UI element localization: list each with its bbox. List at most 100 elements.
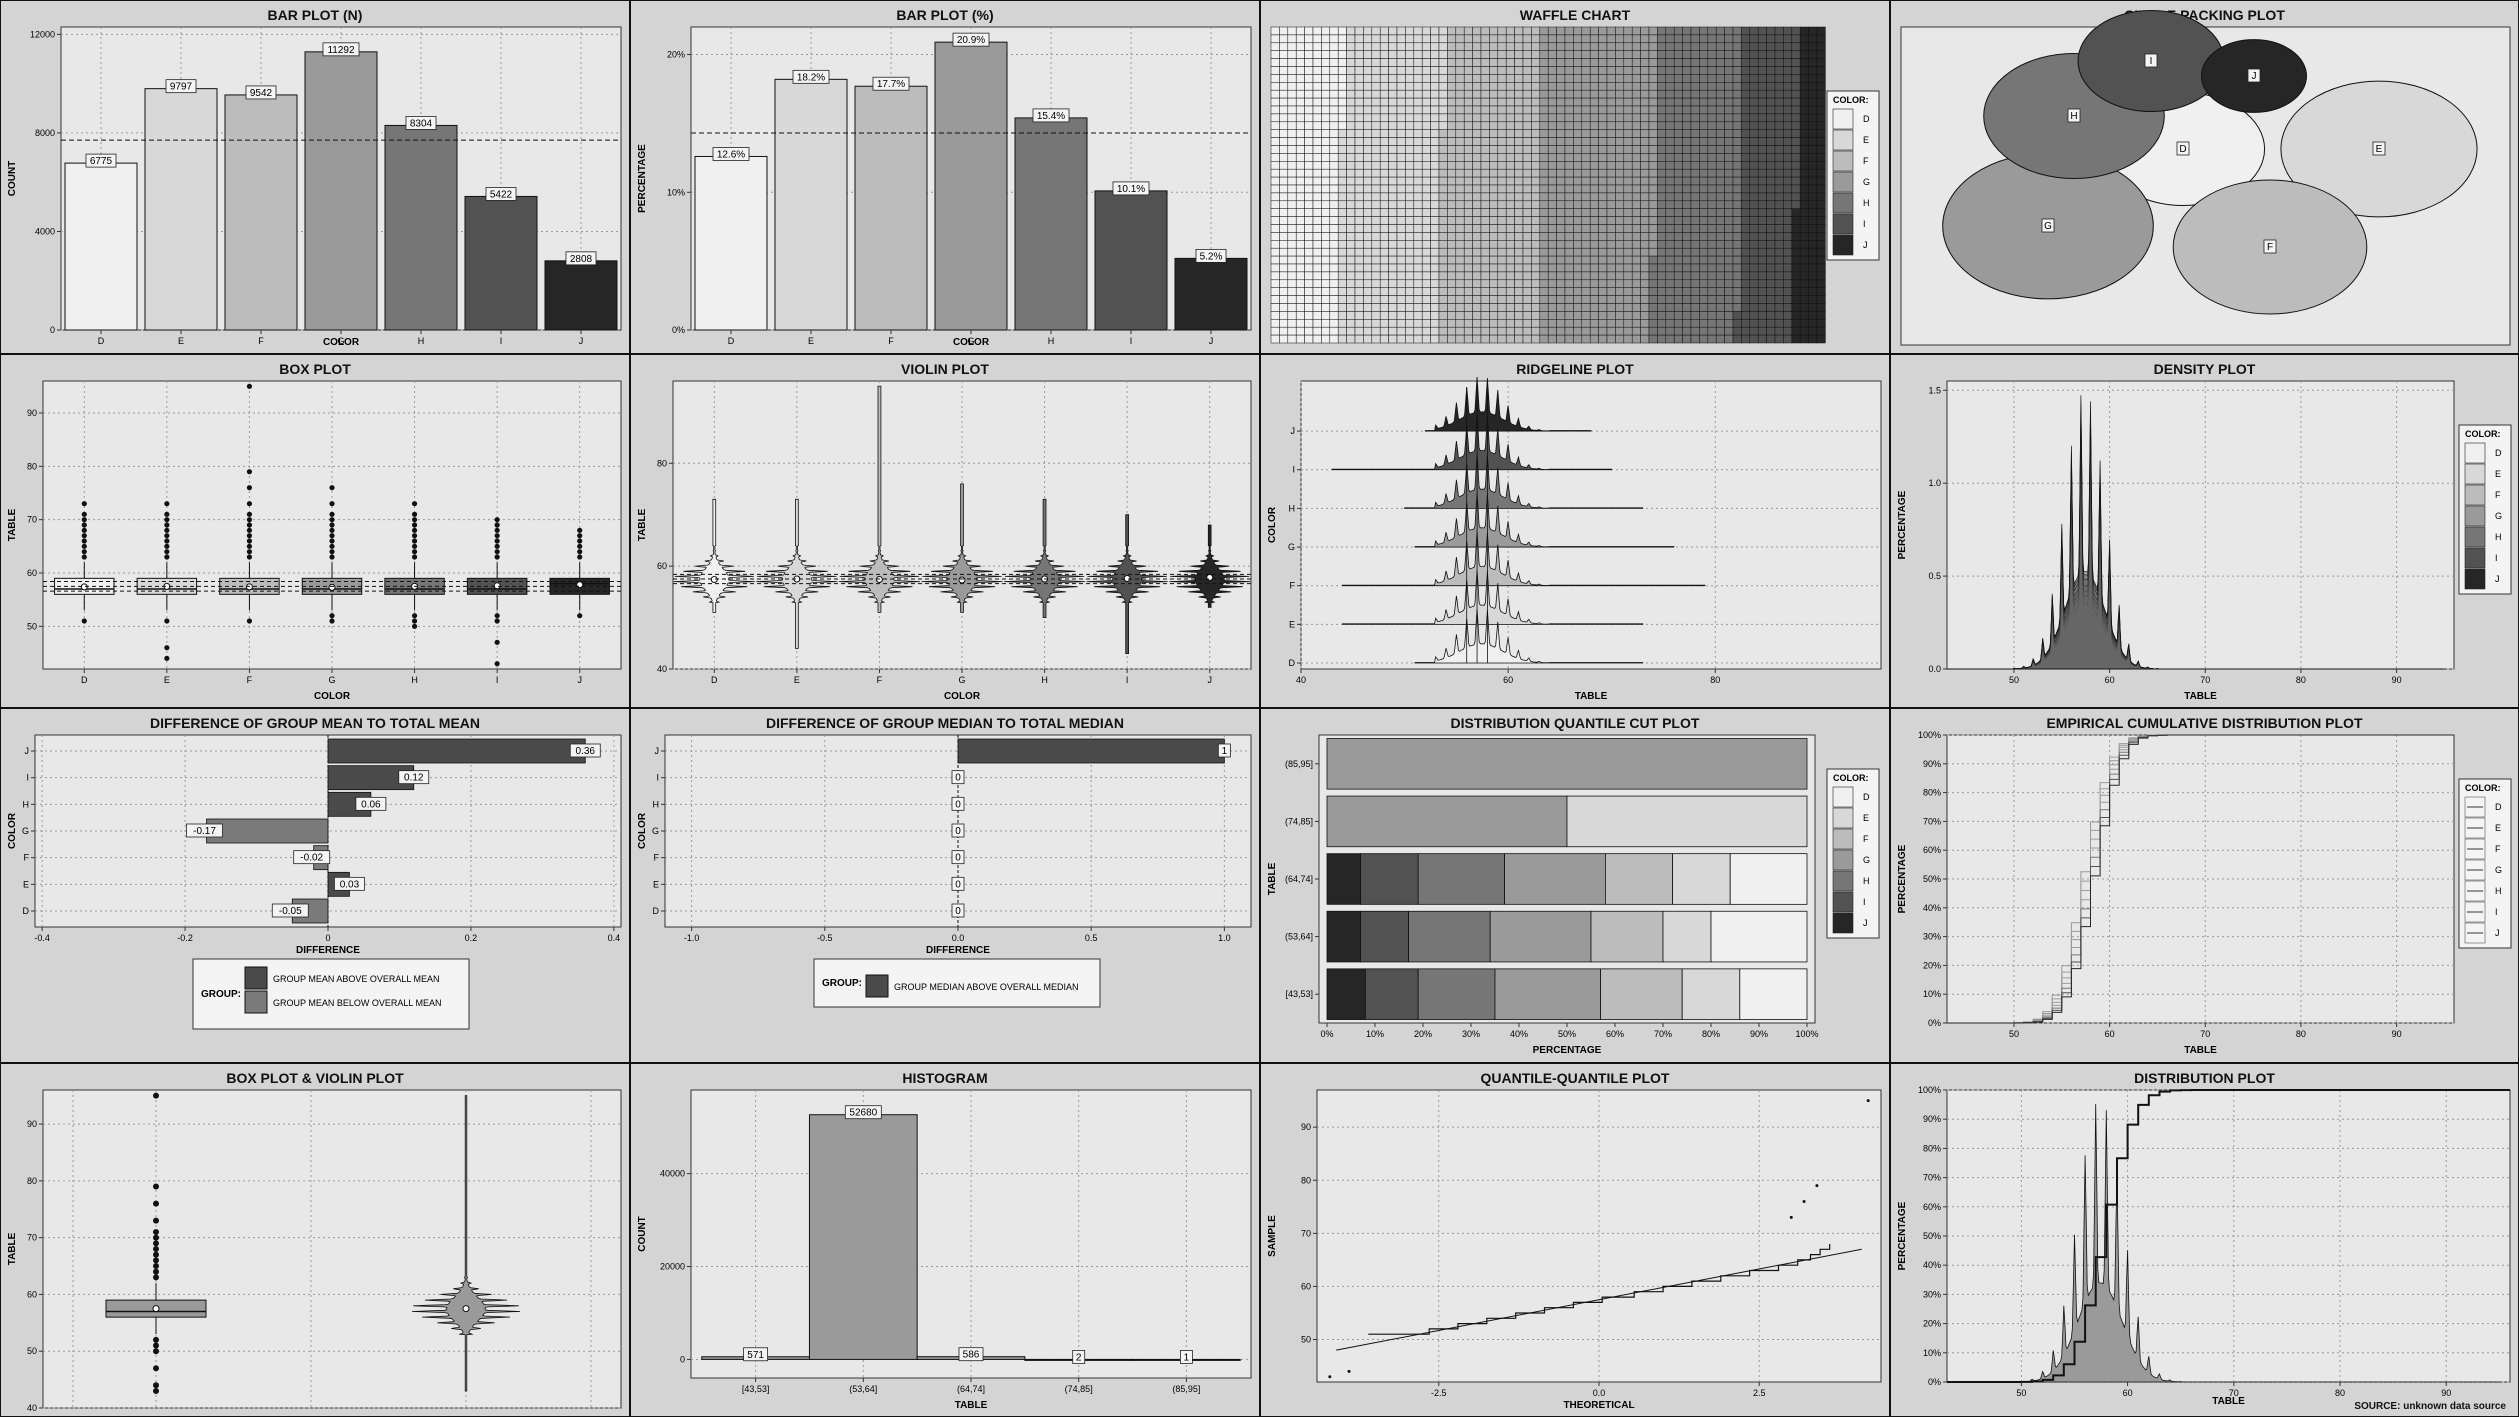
waffle-cell xyxy=(1396,153,1406,162)
waffle-cell xyxy=(1472,255,1482,265)
waffle-cell xyxy=(1472,247,1482,257)
waffle-cell xyxy=(1774,271,1784,281)
waffle-cell xyxy=(1783,240,1793,249)
y-tick-label: 30% xyxy=(1923,1289,1941,1299)
waffle-cell xyxy=(1405,279,1415,288)
waffle-cell xyxy=(1615,42,1625,51)
x-tick-label: 0.0 xyxy=(1593,1388,1606,1398)
waffle-cell xyxy=(1564,224,1574,233)
waffle-cell xyxy=(1337,113,1347,123)
waffle-cell xyxy=(1304,303,1314,312)
waffle-cell xyxy=(1640,26,1650,36)
waffle-cell xyxy=(1783,326,1793,336)
waffle-cell xyxy=(1421,34,1431,44)
waffle-cell xyxy=(1774,82,1784,91)
waffle-cell xyxy=(1741,66,1751,75)
waffle-cell xyxy=(1623,184,1633,194)
waffle-cell xyxy=(1480,247,1490,257)
waffle-cell xyxy=(1354,240,1364,249)
waffle-cell xyxy=(1312,240,1322,249)
waffle-cell xyxy=(1522,326,1532,336)
waffle-cell xyxy=(1539,121,1549,130)
waffle-cell xyxy=(1556,247,1566,257)
legend-key xyxy=(1832,912,1854,934)
waffle-cell xyxy=(1279,184,1289,194)
outlier-point xyxy=(246,383,253,389)
waffle-cell xyxy=(1606,153,1616,162)
waffle-cell xyxy=(1329,145,1339,154)
waffle-cell xyxy=(1480,26,1490,36)
waffle-cell xyxy=(1757,224,1767,233)
waffle-cell xyxy=(1673,153,1683,162)
waffle-cell xyxy=(1657,58,1667,67)
bar xyxy=(384,124,458,331)
y-tick-label: 80 xyxy=(657,458,667,468)
bar xyxy=(144,88,218,331)
waffle-cell xyxy=(1480,263,1490,273)
waffle-cell xyxy=(1304,42,1314,51)
waffle-cell xyxy=(1329,255,1339,265)
waffle-cell xyxy=(1497,303,1507,312)
waffle-cell xyxy=(1312,34,1322,44)
waffle-cell xyxy=(1673,58,1683,67)
x-tick-label: 90 xyxy=(2392,675,2402,685)
waffle-cell xyxy=(1673,255,1683,265)
y-axis-label: PERCENTAGE xyxy=(1897,1201,1908,1270)
waffle-cell xyxy=(1732,263,1742,273)
waffle-cell xyxy=(1581,113,1591,123)
legend-key xyxy=(244,990,268,1014)
waffle-cell xyxy=(1522,176,1532,186)
legend-key xyxy=(2464,568,2486,590)
waffle-cell xyxy=(1749,303,1759,312)
waffle-cell xyxy=(1732,184,1742,194)
data-label-box xyxy=(271,903,309,918)
waffle-cell xyxy=(1699,161,1709,170)
waffle-cell xyxy=(1447,224,1457,233)
waffle-cell xyxy=(1505,121,1515,130)
waffle-cell xyxy=(1547,271,1557,281)
waffle-cell xyxy=(1312,224,1322,233)
waffle-cell xyxy=(1363,232,1373,241)
waffle-cell xyxy=(1741,224,1751,233)
waffle-cell xyxy=(1598,121,1608,130)
waffle-cell xyxy=(1497,208,1507,217)
waffle-cell xyxy=(1279,303,1289,312)
waffle-cell xyxy=(1682,303,1692,312)
waffle-cell xyxy=(1589,279,1599,288)
waffle-cell xyxy=(1640,97,1650,107)
waffle-cell xyxy=(1682,145,1692,154)
waffle-cell xyxy=(1547,153,1557,162)
waffle-cell xyxy=(1749,232,1759,241)
waffle-cell xyxy=(1556,255,1566,265)
outlier-point xyxy=(81,618,87,624)
waffle-cell xyxy=(1304,200,1314,209)
waffle-cell xyxy=(1438,66,1448,75)
waffle-cell xyxy=(1505,255,1515,265)
waffle-cell xyxy=(1606,279,1616,288)
waffle-cell xyxy=(1522,105,1532,115)
waffle-cell xyxy=(1463,295,1473,304)
waffle-cell xyxy=(1321,271,1331,281)
waffle-cell xyxy=(1447,42,1457,51)
waffle-cell xyxy=(1732,247,1742,257)
waffle-cell xyxy=(1682,295,1692,304)
waffle-cell xyxy=(1573,311,1583,320)
waffle-cell xyxy=(1799,74,1809,83)
waffle-cell xyxy=(1312,263,1322,273)
waffle-cell xyxy=(1715,34,1725,44)
waffle-cell xyxy=(1791,311,1801,320)
waffle-cell xyxy=(1690,66,1700,75)
legend-key xyxy=(2464,526,2486,548)
waffle-cell xyxy=(1388,121,1398,130)
waffle-cell xyxy=(1749,58,1759,67)
waffle-cell xyxy=(1337,137,1347,146)
waffle-cell xyxy=(1724,311,1734,320)
waffle-cell xyxy=(1581,232,1591,241)
waffle-cell xyxy=(1421,137,1431,146)
waffle-cell xyxy=(1531,176,1541,186)
waffle-cell xyxy=(1497,311,1507,320)
waffle-cell xyxy=(1766,168,1776,178)
waffle-cell xyxy=(1615,263,1625,273)
data-label: I xyxy=(2150,56,2153,67)
outlier-point xyxy=(153,1183,159,1190)
